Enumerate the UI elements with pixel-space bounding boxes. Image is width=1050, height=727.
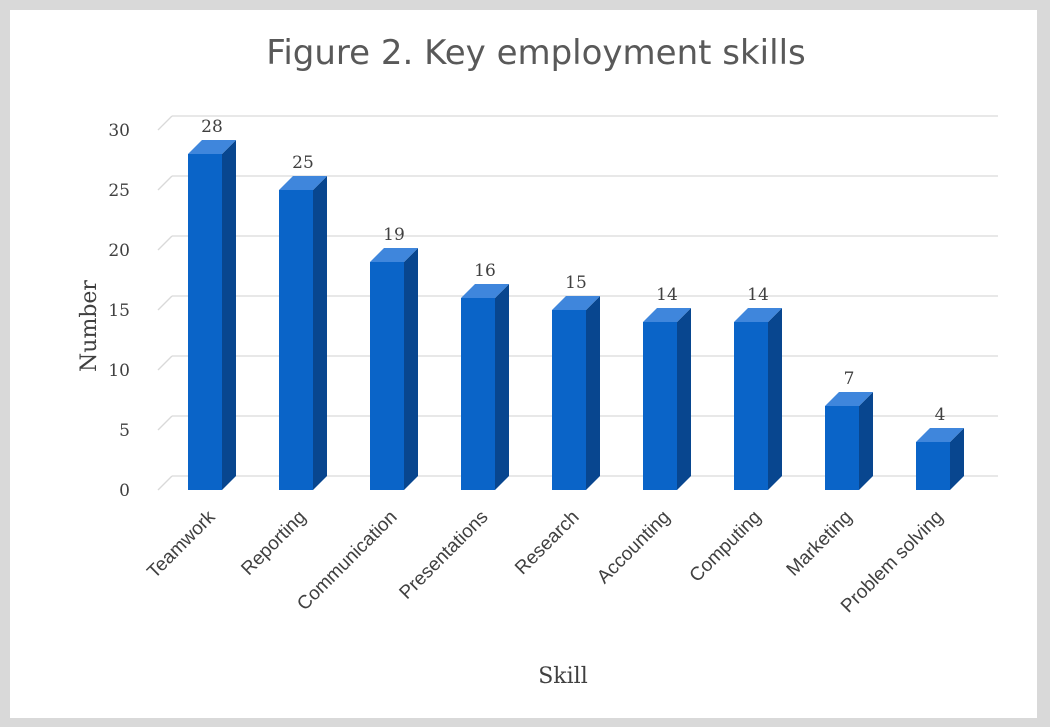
data-label: 14 (656, 285, 678, 305)
bar-front (734, 322, 768, 490)
data-label: 14 (747, 285, 769, 305)
bar (461, 284, 509, 490)
bar (916, 428, 964, 490)
bar-front (916, 442, 950, 490)
data-label: 25 (292, 153, 314, 173)
bar-top (370, 248, 418, 262)
bar (370, 248, 418, 490)
bar-front (825, 406, 859, 490)
x-axis-ticks: Teamwork ReportingCommunicationPresentati… (143, 506, 947, 617)
x-axis-label: Skill (538, 664, 588, 689)
bar-top (461, 284, 509, 298)
data-labels: 28 25 19 16 15 14 14 7 4 (201, 117, 945, 425)
bar-top (188, 140, 236, 154)
chart-frame: Figure 2. Key employment skills 0 5 10 15 20… (10, 10, 1037, 718)
data-label: 7 (844, 369, 855, 389)
x-tick-label: Communication (293, 507, 401, 615)
x-tick-label: Presentations (396, 507, 493, 604)
bar-front (461, 298, 495, 490)
bar (643, 308, 691, 490)
bar-top (825, 392, 873, 406)
bar-top (643, 308, 691, 322)
bar (279, 176, 327, 490)
chart-title: Figure 2. Key employment skills (266, 33, 805, 73)
bar-side (859, 392, 873, 490)
bar-front (643, 322, 677, 490)
bar-front (370, 262, 404, 490)
bar-top (734, 308, 782, 322)
y-axis-ticks: 0 5 10 15 20 25 30 (108, 121, 130, 501)
data-label: 4 (935, 405, 946, 425)
data-label: 15 (565, 273, 587, 293)
bar-side (404, 248, 418, 490)
bar-side (950, 428, 964, 490)
bars (188, 140, 964, 490)
gridline-depth (157, 115, 173, 131)
bar-front (279, 190, 313, 490)
x-tick-label: Marketing (783, 507, 857, 581)
gridline-depth (157, 415, 173, 431)
bar-front (552, 310, 586, 490)
gridline-depth (157, 475, 173, 491)
bar (552, 296, 600, 490)
gridline-depth (157, 295, 173, 311)
y-tick-label: 15 (108, 301, 130, 321)
y-tick-label: 5 (119, 421, 130, 441)
data-label: 16 (474, 261, 496, 281)
bar (188, 140, 236, 490)
bar-top (552, 296, 600, 310)
bar-side (222, 140, 236, 490)
bar-side (677, 308, 691, 490)
bar-top (279, 176, 327, 190)
y-tick-label: 20 (108, 241, 130, 261)
x-tick-label: Research (511, 507, 583, 579)
bar-side (495, 284, 509, 490)
x-tick-label: Computing (686, 507, 766, 587)
gridline-depth (157, 235, 173, 251)
bar-chart: Figure 2. Key employment skills 0 5 10 15 20… (77, 33, 998, 689)
bar-side (586, 296, 600, 490)
bar-top (916, 428, 964, 442)
x-tick-label: Reporting (237, 507, 310, 580)
gridline-depth (157, 175, 173, 191)
y-tick-label: 25 (108, 181, 130, 201)
x-tick-label: Teamwork (143, 506, 219, 582)
x-tick-label: Accounting (593, 507, 674, 588)
bar-side (768, 308, 782, 490)
bar-side (313, 176, 327, 490)
y-axis-label: Number (77, 280, 102, 372)
y-tick-label: 30 (108, 121, 130, 141)
y-tick-label: 10 (108, 361, 130, 381)
bar-front (188, 154, 222, 490)
data-label: 19 (383, 225, 405, 245)
bar (734, 308, 782, 490)
y-tick-label: 0 (119, 481, 130, 501)
gridline-depth (157, 355, 173, 371)
bar (825, 392, 873, 490)
data-label: 28 (201, 117, 223, 137)
